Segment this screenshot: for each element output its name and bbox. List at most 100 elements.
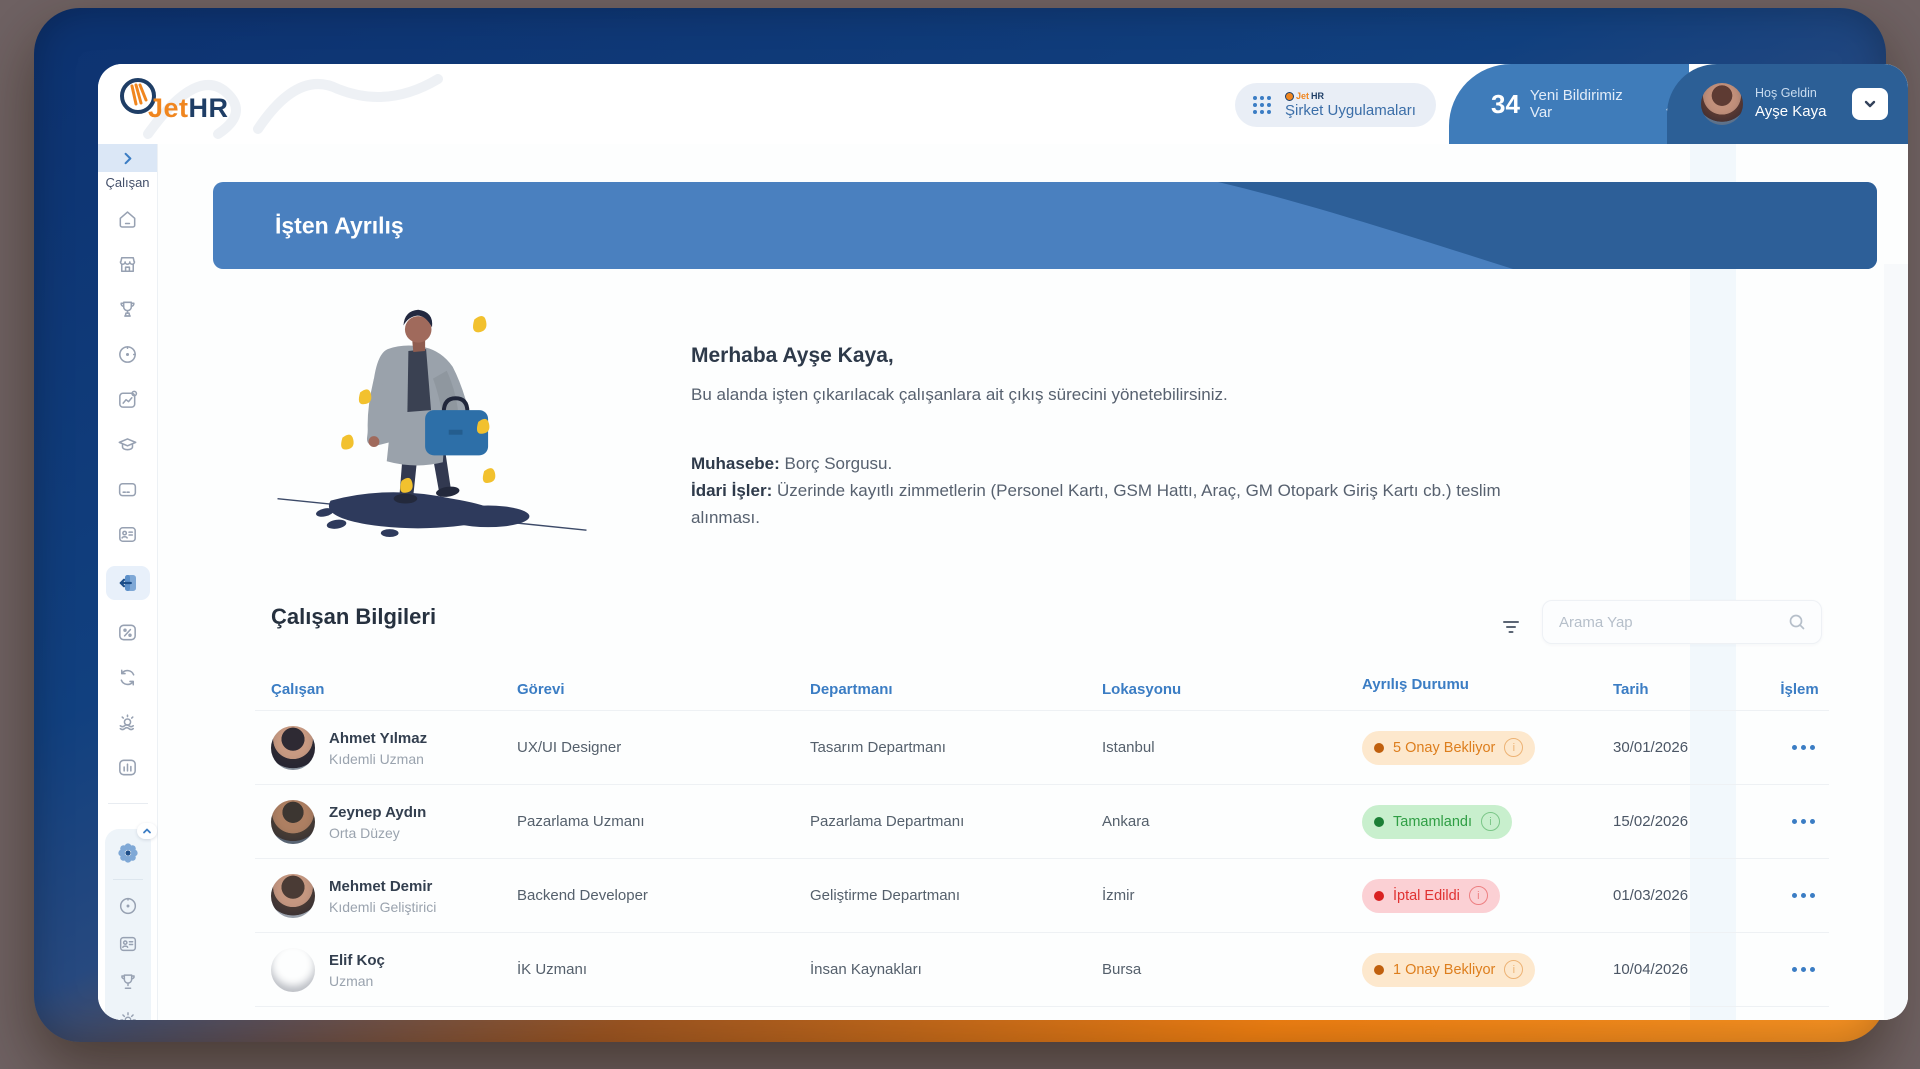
sidebar-item-sync[interactable] [110,664,146,690]
department-cell: İnsan Kaynakları [810,961,922,978]
department-cell: Pazarlama Departmanı [810,813,965,830]
column-header-status[interactable]: Ayrılış Durumu [1362,675,1469,693]
status-info-icon[interactable] [1468,886,1488,905]
percent-icon [119,624,136,640]
sidebar-item-performance[interactable] [110,386,146,412]
column-header-employee[interactable]: Çalışan [271,680,325,698]
intro-notes: Muhasebe: Borç Sorgusu. İdari İşler: Üze… [691,450,1571,532]
employee-identity: Zeynep Aydın Orta Düzey [329,802,426,841]
column-header-location[interactable]: Lokasyonu [1102,680,1182,698]
sidebar-item-trophy[interactable] [110,296,146,322]
role-cell: Backend Developer [517,887,648,904]
apps-button-label: Şirket Uygulamaları [1285,101,1416,119]
sidebar-item-admin-id[interactable] [110,932,146,956]
department-cell: Geliştirme Departmanı [810,887,961,904]
status-info-icon[interactable] [1504,738,1524,757]
table-row[interactable]: Mehmet Demir Kıdemli Geliştirici Backend… [255,859,1829,933]
company-apps-button[interactable]: Jet HR Şirket Uygulamaları [1235,83,1436,127]
intro-note-accounting-label: Muhasebe: [691,453,780,473]
row-actions-button[interactable] [1786,887,1821,904]
mini-logo-icon [1285,91,1294,101]
sidebar-item-discounts[interactable] [110,619,146,645]
apps-button-text: Jet HR Şirket Uygulamaları [1285,91,1416,119]
logo-icon [120,78,156,114]
sidebar-item-admin-trophy[interactable] [110,970,146,994]
status-dot-icon [1374,890,1384,901]
column-header-action[interactable]: İşlem [1780,680,1819,698]
table-row[interactable]: Ahmet Yılmaz Kıdemli Uzman UX/UI Designe… [255,711,1829,785]
role-cell: UX/UI Designer [517,739,622,756]
date-cell: 01/03/2026 [1613,887,1689,904]
column-header-department[interactable]: Departmanı [810,680,893,698]
status-badge: 1 Onay Bekliyor [1362,952,1536,987]
status-dot-icon [1374,816,1384,827]
employee-title: Uzman [329,972,374,989]
row-actions-button[interactable] [1786,813,1821,830]
app-logo[interactable]: JetHR [118,76,229,124]
sidebar-admin-group [104,823,157,1020]
logo-text: JetHR [148,93,229,124]
intro-note-accounting: Muhasebe: Borç Sorgusu. [691,450,1571,477]
sidebar-item-reports[interactable] [110,754,146,780]
location-cell: İzmir [1102,887,1135,904]
chevron-right-icon [124,152,132,164]
employee-name: Ahmet Yılmaz [329,730,428,748]
column-header-date[interactable]: Tarih [1613,680,1649,698]
sidebar-item-admin[interactable] [110,841,146,865]
employee-cell: Ahmet Yılmaz Kıdemli Uzman [263,725,509,770]
sidebar-item-store[interactable] [110,251,146,277]
status-cell: 1 Onay Bekliyor [1354,952,1605,987]
logo-hr: HR [188,93,229,123]
column-header-role[interactable]: Görevi [517,680,565,698]
status-cell: 5 Onay Bekliyor [1354,730,1605,765]
user-greeting: Hoş Geldin [1755,86,1817,101]
employee-name: Mehmet Demir [329,878,433,896]
group-collapse-button[interactable] [136,823,157,839]
banner-curve-decoration [1218,182,1877,269]
table-row[interactable]: Zeynep Aydın Orta Düzey Pazarlama Uzmanı… [255,785,1829,859]
date-cell: 10/04/2026 [1613,961,1689,978]
page-banner: İşten Ayrılış [213,182,1877,269]
date-cell: 30/01/2026 [1613,739,1689,756]
intro-note-admin-text: Üzerinde kayıtlı zimmetlerin (Personel K… [691,480,1501,527]
action-cell [1770,813,1829,830]
apps-mini-logo: Jet HR [1285,91,1416,101]
row-actions-button[interactable] [1786,961,1821,978]
status-info-icon[interactable] [1504,960,1524,979]
sidebar-item-timer[interactable] [110,341,146,367]
main-content: İşten Ayrılış [158,144,1908,1020]
table-row[interactable]: Elif Koç Uzman İK Uzmanı İnsan Kaynaklar… [255,933,1829,1007]
user-avatar[interactable] [1701,83,1743,125]
sidebar-nav [98,206,157,1020]
intro-note-admin-label: İdari İşler: [691,480,773,500]
role-cell: İK Uzmanı [517,961,588,978]
status-info-icon[interactable] [1480,812,1500,831]
employees-table: Çalışan Görevi Departmanı Lokasyonu Ayrı… [255,668,1829,1007]
sync-icon [120,669,135,685]
sunrise-icon [119,713,135,730]
page-title: İşten Ayrılış [275,212,404,238]
notifications-button[interactable]: 34 Yeni Bildirimiz Var [1449,64,1689,144]
chevron-up-icon [142,828,151,834]
store-icon [119,256,136,272]
sidebar-item-education[interactable] [110,431,146,457]
sidebar-item-payroll[interactable] [110,476,146,502]
sidebar-item-settings[interactable] [110,1008,146,1020]
search-input[interactable] [1557,612,1787,632]
employee-avatar [271,799,315,844]
filter-button[interactable] [1496,612,1526,642]
sidebar-expand-button[interactable] [98,144,157,172]
employee-title: Kıdemli Geliştirici [329,898,437,915]
row-actions-button[interactable] [1786,739,1821,756]
filter-icon [1503,621,1519,633]
sidebar-item-admin-timer[interactable] [110,894,146,918]
home-icon [119,210,136,228]
device-frame: JetHR Jet HR Şirket Uygulamaları [34,8,1908,1042]
sidebar-item-employee-id[interactable] [110,521,146,547]
sidebar-item-leave[interactable] [110,709,146,735]
user-dropdown-button[interactable] [1852,88,1889,120]
sidebar-item-employee-exit[interactable] [105,566,150,600]
sidebar-item-home[interactable] [110,206,146,232]
employee-id-icon [119,526,136,542]
status-label: İptal Edildi [1393,887,1460,904]
